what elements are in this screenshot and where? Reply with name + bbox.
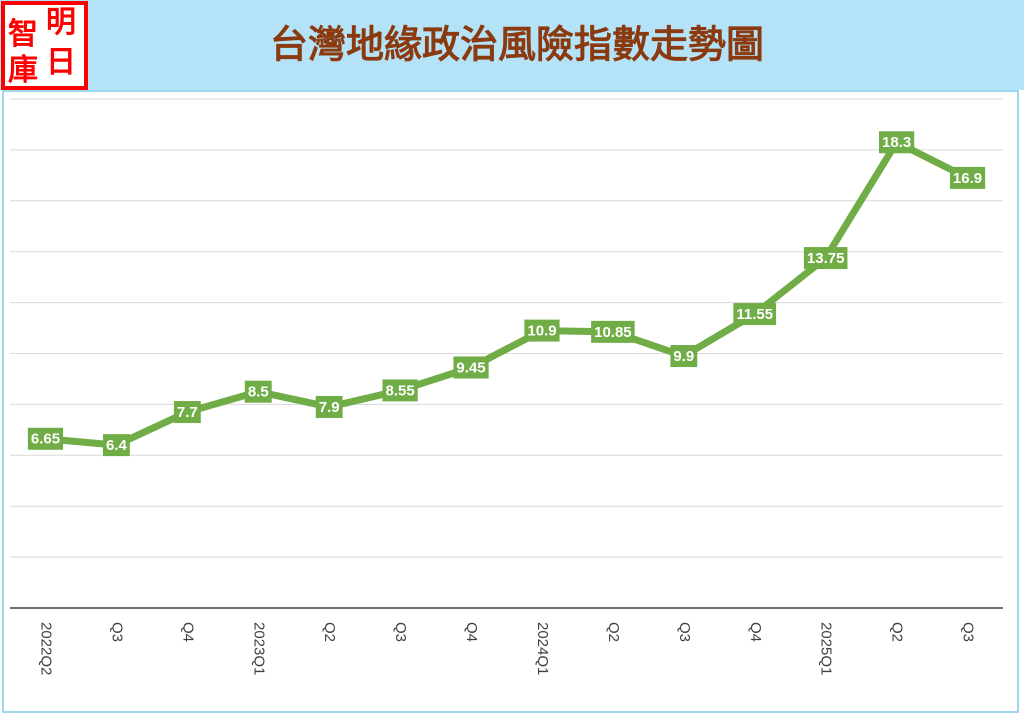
data-label-box [315,395,343,418]
x-tick-label: Q2 [321,622,338,642]
data-label: 10.9 [527,323,556,340]
x-tick-label: Q3 [108,622,125,642]
data-label-box [803,247,848,270]
data-label-box [949,166,986,189]
logo-box [1,1,88,90]
logo: 智 明 庫 日 [8,5,76,88]
data-label-box [27,427,64,450]
data-label: 6.65 [31,431,60,448]
x-tick-label: Q2 [605,622,622,642]
data-label: 9.9 [673,348,694,365]
data-label-box [244,380,272,403]
data-label-box [591,320,635,343]
data-label-box [453,356,489,379]
data-label-box [524,319,560,342]
x-tick-label: Q4 [463,622,480,642]
x-tick-label: 2025Q1 [818,622,835,675]
x-tick-label: 2024Q1 [534,622,551,675]
x-tick-label: Q4 [747,622,764,642]
data-label-box [102,434,130,457]
x-tick-label: Q3 [392,622,409,642]
x-tick-label: Q3 [676,622,693,642]
data-label-box [733,303,777,326]
x-tick-label: Q3 [960,622,977,642]
data-label: 18.3 [882,134,911,151]
data-label: 6.4 [106,437,128,454]
data-label: 9.45 [456,359,485,376]
data-label: 8.5 [248,384,269,401]
x-tick-label: 2022Q2 [37,622,54,675]
header-band [0,0,1024,90]
x-tick-label: 2023Q1 [250,622,267,675]
data-label: 11.55 [736,306,773,323]
chart-title: 台灣地緣政治風險指數走勢圖 [270,23,764,67]
data-label-box [879,131,915,154]
logo-char: 明 [46,5,76,40]
data-label: 13.75 [807,250,845,267]
data-label-box [382,379,418,402]
x-tick-label: Q4 [179,622,196,642]
data-label: 16.9 [953,170,982,187]
line [45,138,970,449]
logo-char: 智 [8,17,38,52]
data-label: 7.9 [319,399,340,416]
data-label-box [173,401,201,424]
data-label: 8.55 [386,382,415,399]
x-tick-label: Q2 [889,622,906,642]
plot-border [2,90,1019,713]
data-label-box [670,345,698,368]
data-label: 7.7 [177,404,198,421]
logo-char: 日 [46,45,76,80]
logo-char: 庫 [8,53,38,88]
data-label: 10.85 [594,324,632,341]
